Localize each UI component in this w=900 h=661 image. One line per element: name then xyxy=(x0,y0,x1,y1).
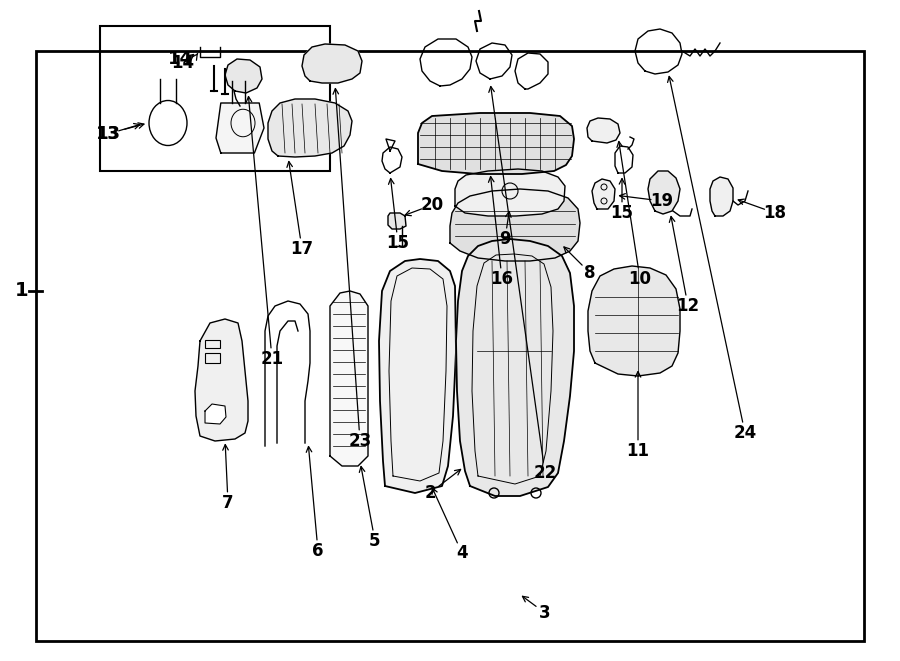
Text: 22: 22 xyxy=(534,464,556,482)
Polygon shape xyxy=(587,118,620,143)
Bar xyxy=(205,353,220,363)
Text: 9: 9 xyxy=(500,230,511,248)
Text: 20: 20 xyxy=(420,196,444,214)
Text: 21: 21 xyxy=(260,350,284,368)
Polygon shape xyxy=(592,179,615,209)
Text: 6: 6 xyxy=(312,542,324,560)
Text: 8: 8 xyxy=(584,264,596,282)
Polygon shape xyxy=(205,404,226,424)
Text: 17: 17 xyxy=(291,240,313,258)
Text: 23: 23 xyxy=(348,432,372,450)
Polygon shape xyxy=(588,266,680,376)
Text: 15: 15 xyxy=(610,204,634,222)
Text: 4: 4 xyxy=(456,544,468,562)
Text: 11: 11 xyxy=(626,442,650,460)
Text: 13: 13 xyxy=(96,125,120,143)
Text: 3: 3 xyxy=(539,604,551,622)
Bar xyxy=(36,51,864,641)
Polygon shape xyxy=(379,259,456,493)
Polygon shape xyxy=(330,291,368,466)
Polygon shape xyxy=(225,59,262,93)
Text: 2: 2 xyxy=(424,484,436,502)
Polygon shape xyxy=(450,189,580,261)
Polygon shape xyxy=(195,319,248,441)
Bar xyxy=(100,26,330,171)
Text: 13: 13 xyxy=(95,125,121,143)
Polygon shape xyxy=(456,239,574,496)
Text: 18: 18 xyxy=(763,204,787,222)
Text: 12: 12 xyxy=(677,297,699,315)
Polygon shape xyxy=(648,171,680,214)
Polygon shape xyxy=(418,113,574,174)
Text: 1: 1 xyxy=(15,282,29,301)
Polygon shape xyxy=(710,177,733,216)
Polygon shape xyxy=(302,44,362,83)
Text: 5: 5 xyxy=(369,532,381,550)
Text: 7: 7 xyxy=(222,494,234,512)
Text: 19: 19 xyxy=(651,192,673,210)
Text: 15: 15 xyxy=(386,234,410,252)
Text: 14: 14 xyxy=(171,54,194,72)
Polygon shape xyxy=(216,103,264,153)
Text: 16: 16 xyxy=(491,270,514,288)
Text: 14: 14 xyxy=(167,50,193,68)
Polygon shape xyxy=(455,169,565,216)
Polygon shape xyxy=(268,99,352,157)
Polygon shape xyxy=(388,213,406,229)
Text: 10: 10 xyxy=(628,270,652,288)
Text: 24: 24 xyxy=(734,424,757,442)
Bar xyxy=(205,340,220,348)
